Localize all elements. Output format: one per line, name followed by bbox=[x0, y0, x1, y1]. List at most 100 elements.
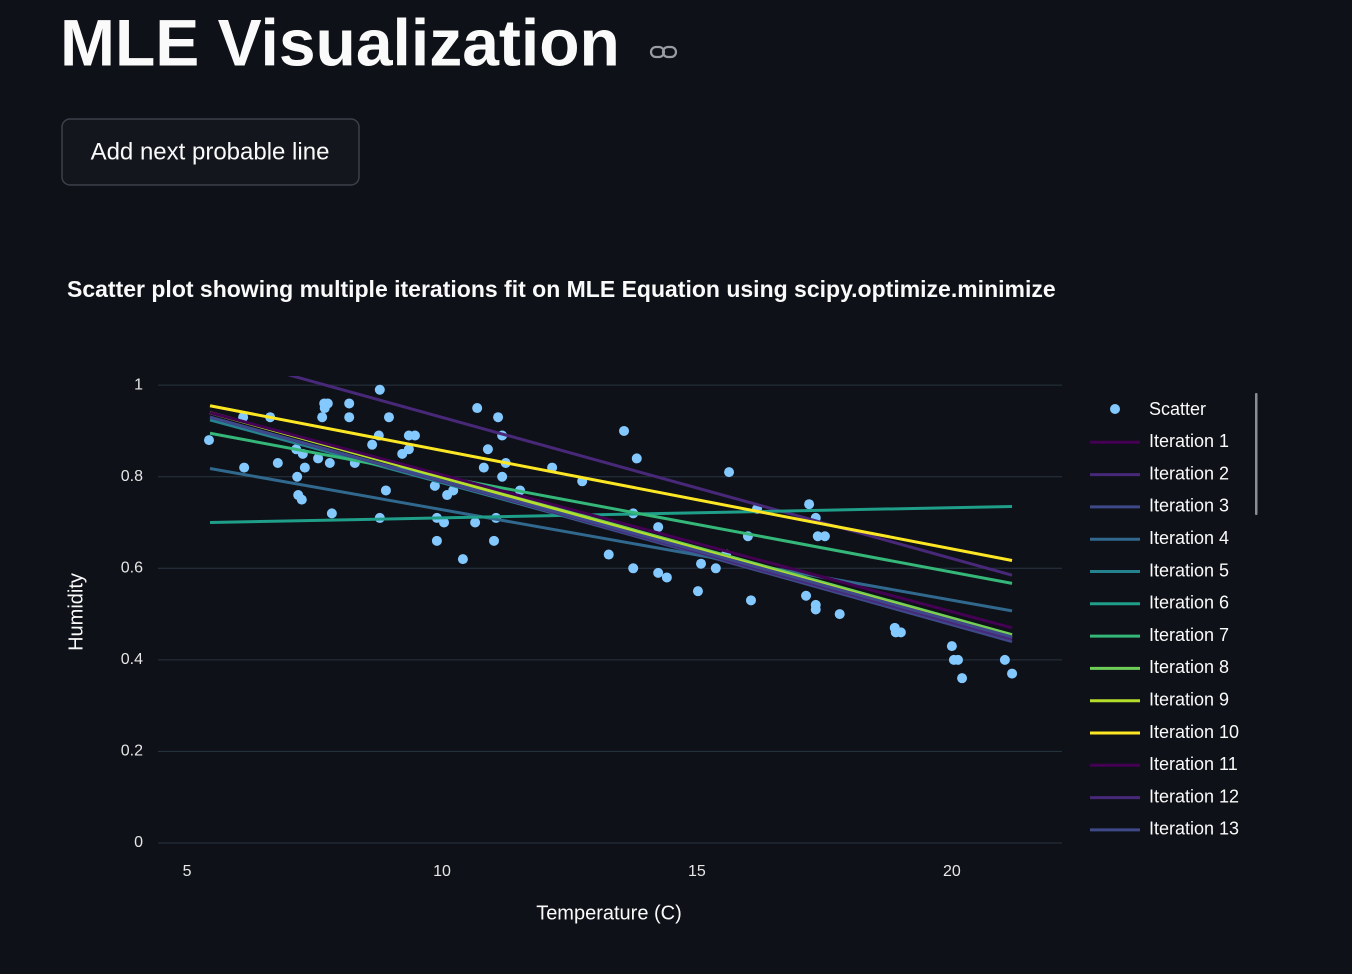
legend-label: Iteration 6 bbox=[1149, 593, 1229, 613]
scatter-point bbox=[946, 641, 957, 652]
legend-item[interactable]: Iteration 7 bbox=[1090, 625, 1229, 645]
scatter-point bbox=[493, 412, 504, 423]
scatter-point bbox=[661, 572, 672, 583]
grid-layer: 00.20.40.60.815 10 15 20 bbox=[121, 376, 1062, 880]
fit-line bbox=[209, 415, 1013, 639]
legend-item[interactable]: Iteration 13 bbox=[1090, 819, 1239, 839]
scatter-point bbox=[895, 627, 906, 638]
plot-area bbox=[203, 376, 1018, 684]
scatter-point bbox=[819, 531, 830, 542]
scatter-point bbox=[429, 480, 440, 491]
scatter-point bbox=[319, 403, 330, 414]
fit-line bbox=[287, 376, 1013, 577]
legend-label: Iteration 4 bbox=[1149, 528, 1229, 548]
scatter-point bbox=[326, 508, 337, 519]
scatter-point bbox=[804, 499, 815, 510]
x-tick-label: 15 bbox=[688, 863, 706, 880]
legend-item[interactable]: Iteration 5 bbox=[1090, 560, 1229, 580]
y-tick-label: 0 bbox=[134, 834, 143, 851]
scatter-point bbox=[431, 535, 442, 546]
y-tick-label: 0.6 bbox=[121, 560, 143, 577]
scatter-point bbox=[999, 654, 1010, 665]
scatter-point bbox=[497, 471, 508, 482]
fit-line bbox=[209, 404, 1013, 562]
scatter-point bbox=[653, 567, 664, 578]
legend-label: Iteration 9 bbox=[1149, 689, 1229, 709]
scatter-point bbox=[292, 471, 303, 482]
scatter-point bbox=[482, 444, 493, 455]
legend-item[interactable]: Iteration 10 bbox=[1090, 722, 1239, 742]
legend-item[interactable]: Iteration 8 bbox=[1090, 657, 1229, 677]
fit-line bbox=[209, 431, 1013, 585]
scatter-point bbox=[812, 531, 823, 542]
scatter-point bbox=[801, 590, 812, 601]
scatter-point bbox=[478, 462, 489, 473]
scatter-point bbox=[272, 457, 283, 468]
scatter-point bbox=[745, 595, 756, 606]
scatter-point bbox=[299, 462, 310, 473]
fit-line bbox=[209, 467, 1013, 613]
scatter-point bbox=[296, 494, 307, 505]
legend-label: Iteration 11 bbox=[1149, 754, 1238, 774]
scatter-point bbox=[603, 549, 614, 560]
button-label[interactable]: Add next probable line bbox=[91, 138, 330, 165]
scatter-point bbox=[696, 558, 707, 569]
scatter-point bbox=[653, 522, 664, 533]
scatter-point bbox=[344, 412, 355, 423]
legend-item[interactable]: Iteration 3 bbox=[1090, 496, 1229, 516]
legend-item[interactable]: Iteration 9 bbox=[1090, 689, 1229, 709]
scatter-point bbox=[313, 453, 324, 464]
legend-item[interactable]: Iteration 4 bbox=[1090, 528, 1229, 548]
x-tick-label: 5 bbox=[183, 863, 192, 880]
legend-label: Iteration 8 bbox=[1149, 657, 1229, 677]
scatter-point bbox=[203, 435, 214, 446]
scatter-point bbox=[439, 517, 450, 528]
scatter-point bbox=[317, 412, 328, 423]
scatter-point bbox=[409, 430, 420, 441]
anchor-link-icon[interactable] bbox=[649, 45, 678, 59]
legend-label: Iteration 12 bbox=[1149, 786, 1239, 806]
legend-item[interactable]: Scatter bbox=[1110, 399, 1206, 419]
y-tick-label: 1 bbox=[134, 376, 143, 393]
x-tick-label: 10 bbox=[433, 863, 451, 880]
scatter-point bbox=[619, 425, 630, 436]
page-title: MLE Visualization bbox=[60, 5, 620, 79]
scatter-point bbox=[692, 586, 703, 597]
scatter-point bbox=[239, 462, 250, 473]
scatter-point bbox=[374, 384, 385, 395]
button-frame[interactable] bbox=[61, 118, 360, 186]
x-tick-label: 20 bbox=[943, 863, 961, 880]
legend-scrollbar[interactable] bbox=[1255, 393, 1258, 515]
scatter-point bbox=[470, 517, 481, 528]
add-line-button[interactable]: Add next probable line bbox=[61, 118, 360, 186]
y-tick-label: 0.4 bbox=[121, 651, 143, 668]
scatter-point bbox=[489, 535, 500, 546]
scatter-point bbox=[810, 604, 821, 615]
legend: Scatter Iteration 1 Iteration 2 Iteration 3… bbox=[1090, 399, 1239, 839]
x-axis-title: Temperature (C) bbox=[536, 902, 682, 924]
legend-label: Iteration 3 bbox=[1149, 496, 1229, 516]
legend-item[interactable]: Iteration 12 bbox=[1090, 786, 1239, 806]
legend-item[interactable]: Iteration 1 bbox=[1090, 431, 1229, 451]
y-tick-label: 0.8 bbox=[121, 468, 143, 485]
fit-line bbox=[209, 411, 1013, 630]
scatter-point bbox=[457, 554, 468, 565]
legend-item[interactable]: Iteration 11 bbox=[1090, 754, 1238, 774]
scatter-point bbox=[367, 439, 378, 450]
legend-label: Iteration 13 bbox=[1149, 819, 1239, 839]
scatter-point bbox=[724, 467, 735, 478]
scatter-point bbox=[628, 563, 639, 574]
legend-item[interactable]: Iteration 2 bbox=[1090, 463, 1229, 483]
scatter-point bbox=[403, 444, 414, 455]
scatter-point bbox=[957, 673, 968, 684]
chart-title: Scatter plot showing multiple iterations… bbox=[67, 276, 1056, 302]
legend-item[interactable]: Iteration 6 bbox=[1090, 593, 1229, 613]
scatter-point bbox=[952, 654, 963, 665]
scatter-point bbox=[344, 398, 355, 409]
y-axis-title: Humidity bbox=[65, 573, 87, 651]
legend-label: Iteration 10 bbox=[1149, 722, 1239, 742]
scatter-point bbox=[324, 457, 335, 468]
scatter-point bbox=[631, 453, 642, 464]
